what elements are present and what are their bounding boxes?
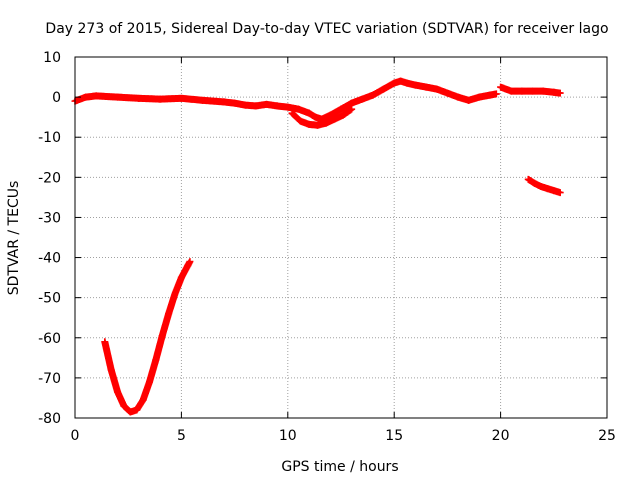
y-tick-label: -20 bbox=[38, 170, 61, 186]
y-tick-label: -50 bbox=[38, 291, 61, 307]
y-tick-label: -30 bbox=[38, 210, 61, 226]
plot-frame bbox=[74, 56, 608, 419]
y-tick-label: 10 bbox=[43, 50, 61, 66]
data-point bbox=[186, 258, 194, 266]
y-tick-label: -10 bbox=[38, 130, 61, 146]
x-tick-label: 20 bbox=[492, 428, 510, 444]
data-point bbox=[556, 189, 564, 197]
y-tick-label: -80 bbox=[38, 411, 61, 427]
series-late-segment bbox=[497, 83, 564, 97]
chart-title: Day 273 of 2015, Sidereal Day-to-day VTE… bbox=[45, 21, 608, 37]
x-tick-label: 5 bbox=[177, 428, 186, 444]
x-tick-label: 25 bbox=[598, 428, 616, 444]
series-main-band bbox=[71, 77, 500, 123]
y-tick-label: -70 bbox=[38, 371, 61, 387]
series-right-segment bbox=[524, 175, 564, 197]
data-point bbox=[348, 105, 356, 113]
data-point bbox=[556, 89, 564, 97]
data-marks bbox=[71, 77, 564, 416]
x-tick-label: 15 bbox=[385, 428, 403, 444]
series-low-arc bbox=[101, 258, 194, 416]
y-tick-label: -60 bbox=[38, 331, 61, 347]
y-tick-label: -40 bbox=[38, 251, 61, 267]
x-tick-label: 10 bbox=[279, 428, 297, 444]
data-point bbox=[492, 90, 500, 98]
x-axis-label: GPS time / hours bbox=[281, 459, 398, 475]
ticks: 0 5 10 15 20 25 10 0 -10 -20 -30 -40 -50 -60 -70 -80 bbox=[38, 50, 616, 444]
y-axis-label: SDTVAR / TECUs bbox=[6, 181, 22, 296]
x-tick-label: 0 bbox=[71, 428, 80, 444]
series-main-band-dip bbox=[288, 105, 356, 129]
grid bbox=[75, 57, 607, 418]
y-tick-label: 0 bbox=[52, 90, 61, 106]
